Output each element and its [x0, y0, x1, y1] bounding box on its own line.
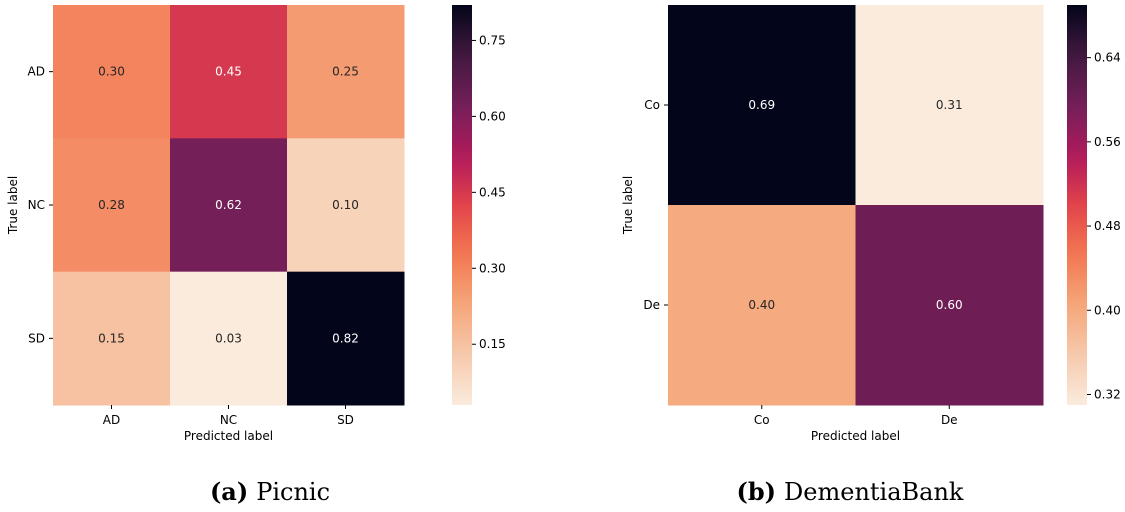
colorbar-tick-label: 0.45	[479, 185, 506, 199]
y-tick-label: AD	[28, 65, 45, 79]
heatmap-cell-r0-c0	[668, 5, 856, 206]
figure-caption: (a) Picnic	[210, 477, 330, 506]
colorbar-tick-label: 0.64	[1094, 51, 1121, 65]
caption-tag: (a)	[210, 477, 248, 506]
heatmap-cell-r2-c1	[170, 271, 288, 406]
x-tick-label: NC	[220, 413, 237, 427]
heatmap-cell-r1-c0	[668, 205, 856, 406]
heatmap-cell-r0-c0	[53, 5, 171, 139]
colorbar-tick-label: 0.48	[1094, 219, 1121, 233]
heatmap-cell-r1-c1	[855, 205, 1044, 406]
cell-value-label: 0.10	[332, 198, 359, 212]
cell-value-label: 0.62	[215, 198, 242, 212]
cell-value-label: 0.28	[98, 198, 125, 212]
x-tick-label: De	[941, 413, 958, 427]
y-tick-label: Co	[644, 98, 660, 112]
heatmap-cell-r1-c0	[53, 138, 171, 273]
colorbar	[1067, 5, 1087, 405]
cell-value-label: 0.82	[332, 331, 359, 345]
x-tick-label: AD	[103, 413, 120, 427]
colorbar-tick-label: 0.32	[1094, 387, 1121, 401]
heatmap-cell-r0-c1	[855, 5, 1044, 206]
colorbar-tick-label: 0.30	[479, 261, 506, 275]
heatmap-cell-r2-c0	[53, 271, 171, 406]
cell-value-label: 0.60	[936, 298, 963, 312]
y-tick-label: NC	[28, 198, 45, 212]
heatmap-cell-r1-c1	[170, 138, 288, 273]
y-tick-label: De	[643, 298, 660, 312]
caption-tag: (b)	[737, 477, 777, 506]
y-axis-label: True label	[621, 176, 635, 235]
colorbar-tick-label: 0.60	[479, 109, 506, 123]
x-axis-label: Predicted label	[184, 429, 273, 443]
cell-value-label: 0.03	[215, 331, 242, 345]
heatmap-cell-r0-c2	[287, 5, 405, 139]
y-axis-label: True label	[6, 176, 20, 235]
colorbar-tick-label: 0.15	[479, 337, 506, 351]
x-axis-label: Predicted label	[811, 429, 900, 443]
heatmap-dementiabank: 0.69 0.31 0.40 0.60 Co De Co De Predicted label T…	[621, 5, 1121, 506]
colorbar	[452, 5, 472, 405]
cell-value-label: 0.31	[936, 98, 963, 112]
caption-text: Picnic	[256, 478, 330, 506]
heatmap-cell-r0-c1	[170, 5, 288, 139]
heatmap-picnic: 0.30 0.45 0.25 0.28 0.62 0.10 0.15 0.03 0.82 AD NC…	[6, 5, 506, 506]
x-tick-label: SD	[337, 413, 354, 427]
cell-value-label: 0.15	[98, 331, 125, 345]
x-tick-label: Co	[754, 413, 770, 427]
y-tick-label: SD	[28, 331, 45, 345]
figure-caption: (b) DementiaBank	[737, 477, 964, 506]
colorbar-tick-label: 0.75	[479, 33, 506, 47]
cell-value-label: 0.25	[332, 65, 359, 79]
heatmap-cell-r2-c2	[287, 271, 405, 406]
heatmap-cell-r1-c2	[287, 138, 405, 273]
cell-value-label: 0.69	[748, 98, 775, 112]
caption-text: DementiaBank	[784, 478, 964, 506]
colorbar-tick-label: 0.56	[1094, 135, 1121, 149]
colorbar-tick-label: 0.40	[1094, 303, 1121, 317]
cell-value-label: 0.40	[748, 298, 775, 312]
cell-value-label: 0.45	[215, 65, 242, 79]
cell-value-label: 0.30	[98, 65, 125, 79]
